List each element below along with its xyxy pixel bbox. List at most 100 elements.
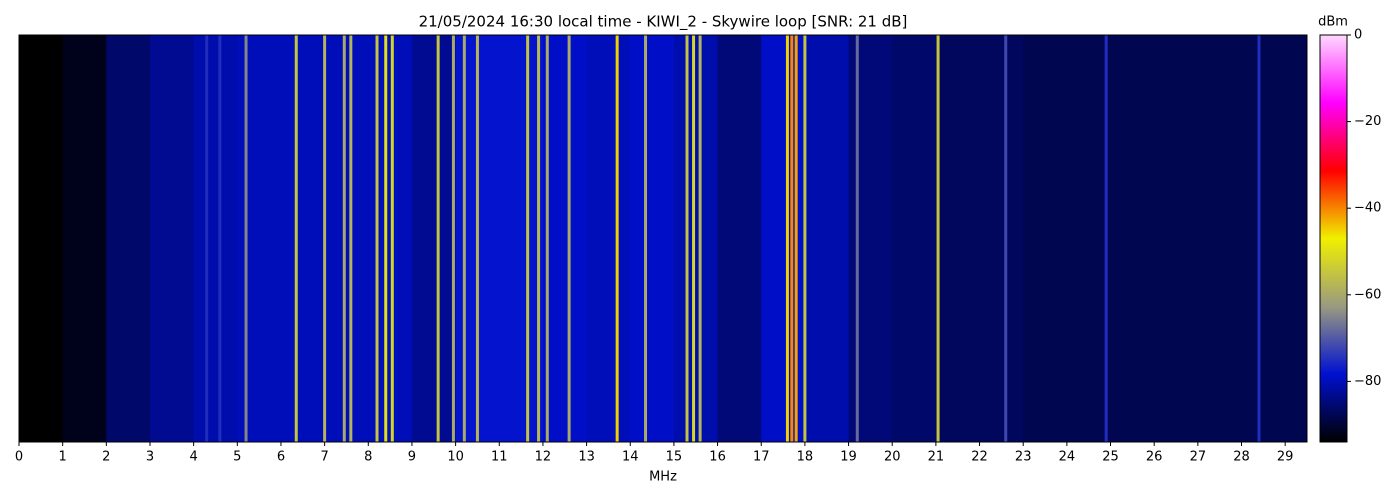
x-tick-label: 17 [753, 450, 770, 465]
noise-floor [979, 35, 1024, 442]
noise-floor [237, 35, 282, 442]
noise-floor [1197, 35, 1243, 442]
x-tick-label: 10 [447, 450, 464, 465]
signal [567, 35, 571, 442]
noise-floor [193, 35, 238, 442]
signal [462, 35, 466, 442]
signal [644, 35, 648, 442]
x-tick-label: 14 [622, 450, 639, 465]
noise-floor [542, 35, 588, 442]
x-tick-label: 9 [408, 450, 416, 465]
signal [1257, 35, 1261, 442]
signal [790, 35, 794, 442]
signal [375, 35, 379, 442]
x-tick-label: 24 [1059, 450, 1076, 465]
noise-floor [1066, 35, 1112, 442]
colorbar [1319, 34, 1348, 443]
x-tick-label: 13 [578, 450, 595, 465]
signal [785, 35, 789, 442]
x-tick-label: 29 [1277, 450, 1294, 465]
noise-floor [1285, 35, 1308, 442]
x-tick-label: 18 [797, 450, 814, 465]
noise-floor [761, 35, 806, 442]
noise-floor [1241, 35, 1286, 442]
x-tick-label: 28 [1233, 450, 1250, 465]
x-axis-label: MHz [649, 470, 677, 485]
signal [698, 35, 702, 442]
signal [526, 35, 530, 442]
noise-floor [673, 35, 719, 442]
signal [615, 35, 619, 442]
colorbar-tick-label: −60 [1354, 287, 1381, 302]
x-tick-label: 0 [15, 450, 23, 465]
x-tick-label: 15 [666, 450, 683, 465]
signal [936, 35, 940, 442]
x-tick-label: 3 [146, 450, 154, 465]
colorbar-tick-label: −20 [1354, 114, 1381, 129]
x-tick-label: 6 [277, 450, 285, 465]
colorbar-tick-label: −80 [1354, 374, 1381, 389]
noise-floor [892, 35, 937, 442]
signal [218, 35, 222, 442]
signal [436, 35, 440, 442]
x-tick-label: 4 [190, 450, 198, 465]
noise-floor [280, 35, 326, 442]
plot-frame [18, 34, 1308, 443]
noise-floor [19, 35, 64, 442]
signal [294, 35, 298, 442]
signal [323, 35, 327, 442]
chart-title: 21/05/2024 16:30 local time - KIWI_2 - S… [419, 13, 908, 32]
noise-floor [848, 35, 893, 442]
signal [342, 35, 346, 442]
signal [1104, 35, 1108, 442]
noise-floor [1023, 35, 1068, 442]
signal [390, 35, 394, 442]
signal [244, 35, 248, 442]
x-tick-label: 11 [491, 450, 508, 465]
x-tick-label: 12 [535, 450, 552, 465]
signal [349, 35, 353, 442]
noise-floor [62, 35, 107, 442]
signal [475, 35, 479, 442]
colorbar-tick-label: −40 [1354, 201, 1381, 216]
signal [685, 35, 689, 442]
x-tick-label: 7 [320, 450, 328, 465]
signal [205, 35, 209, 442]
x-tick-label: 22 [971, 450, 988, 465]
x-tick-label: 5 [233, 450, 241, 465]
x-tick-label: 25 [1102, 450, 1119, 465]
noise-floor [1154, 35, 1199, 442]
noise-floor [586, 35, 631, 442]
noise-floor [411, 35, 457, 442]
signal [794, 35, 798, 442]
signal [1004, 35, 1008, 442]
x-tick-label: 2 [102, 450, 110, 465]
x-tick-label: 26 [1146, 450, 1163, 465]
noise-floor [630, 35, 675, 442]
noise-floor [804, 35, 850, 442]
noise-floor [935, 35, 981, 442]
signal [545, 35, 549, 442]
noise-floor [717, 35, 762, 442]
signal [692, 35, 696, 442]
x-tick-label: 1 [59, 450, 67, 465]
x-tick-label: 8 [364, 450, 372, 465]
x-tick-label: 21 [928, 450, 945, 465]
signal [384, 35, 388, 442]
colorbar-label: dBm [1318, 15, 1348, 30]
noise-floor [368, 35, 413, 442]
noise-floor [106, 35, 151, 442]
noise-floor [1110, 35, 1155, 442]
signal [451, 35, 455, 442]
signal [537, 35, 541, 442]
plot-area [19, 35, 1308, 442]
x-tick-label: 20 [884, 450, 901, 465]
noise-floor [499, 35, 544, 442]
signal [803, 35, 807, 442]
noise-floor [149, 35, 195, 442]
noise-floor [324, 35, 369, 442]
x-tick-label: 27 [1190, 450, 1207, 465]
x-tick-label: 16 [709, 450, 726, 465]
x-tick-label: 19 [840, 450, 857, 465]
